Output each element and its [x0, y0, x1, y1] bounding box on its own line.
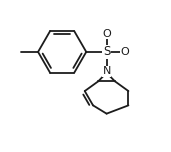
Text: S: S: [103, 45, 110, 58]
Text: N: N: [102, 66, 111, 76]
Text: O: O: [120, 47, 129, 57]
Text: O: O: [102, 29, 111, 39]
